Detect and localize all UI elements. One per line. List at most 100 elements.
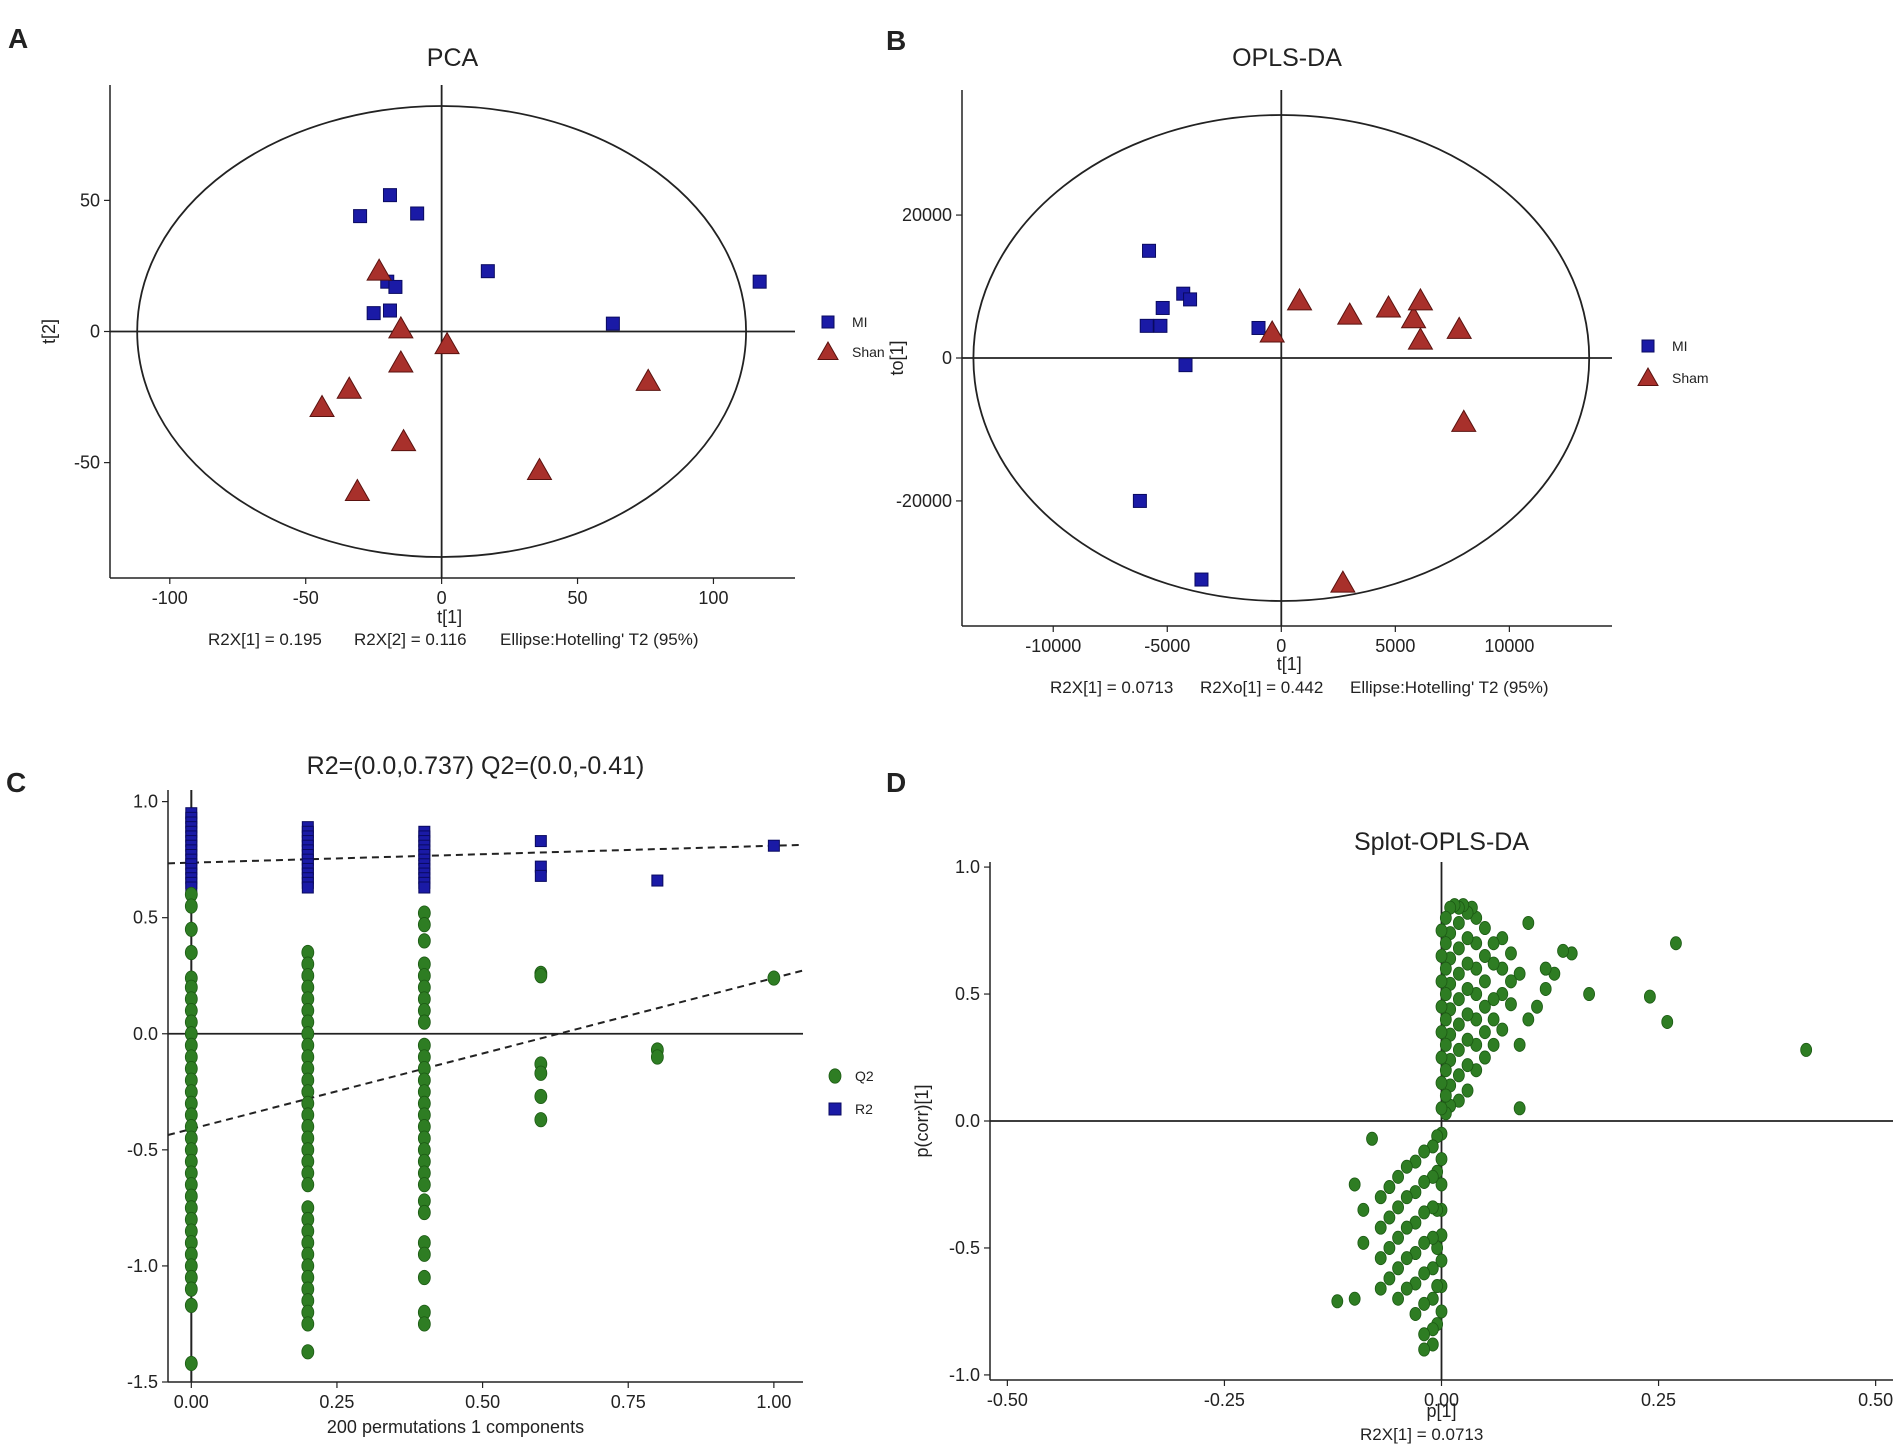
chart-title: R2=(0.0,0.737) Q2=(0.0,-0.41) [307,752,645,780]
footnote: R2X[1] = 0.195 [208,630,322,649]
legend-label: MI [1672,338,1688,354]
data-point-mi [1194,572,1209,587]
data-point-variables [1383,1180,1396,1195]
data-point-variables [1392,1261,1404,1276]
data-point-variables [1374,1190,1387,1205]
data-point-variables [1487,936,1500,951]
legend-marker-sham [1637,366,1659,386]
data-point-variables [1505,946,1517,961]
data-point-q2 [301,1316,315,1332]
data-point-sham [1330,570,1356,593]
legend-marker-q2 [828,1068,842,1084]
data-point-variables [1435,1075,1448,1090]
chart-title: Splot-OPLS-DA [1354,828,1529,856]
legend: MI Shan [817,314,885,360]
x-tick-label: 0.75 [611,1392,646,1412]
x-tick-label: -100 [152,588,188,608]
x-tick-label: 100 [698,588,728,608]
x-tick-label: -50 [293,588,319,608]
data-point-variables [1409,1306,1422,1321]
data-point-variables [1439,987,1452,1002]
panel-letter: D [886,767,906,798]
data-point-variables [1418,1342,1431,1357]
y-tick-label: -50 [74,453,100,473]
y-tick-label: 20000 [902,205,952,225]
y-tick-label: -0.5 [127,1140,158,1160]
data-point-shan [526,457,553,480]
data-point-mi [1178,358,1193,373]
data-point-shan [387,349,414,373]
data-point-variables [1461,1007,1474,1022]
data-point-sham [1259,319,1286,343]
data-point-variables [1435,1177,1448,1192]
y-tick-label: 0 [942,348,952,368]
x-tick-label: -0.50 [987,1390,1028,1410]
data-point-variables [1357,1235,1370,1250]
data-point-variables [1583,987,1596,1002]
data-point-variables [1452,966,1465,981]
data-point-variables [1400,1251,1413,1266]
data-point-mi [388,279,403,294]
data-point-mi [480,264,495,279]
panel-D: D Splot-OPLS-DA -0.50 -0.25 0.00 0.25 0.50 -1.0… [886,767,1893,1444]
data-point-variables [1487,956,1500,971]
data-point-variables [1392,1230,1404,1245]
data-point-variables [1439,1037,1452,1052]
data-point-variables [1392,1291,1404,1306]
data-point-shan [434,331,460,355]
x-tick-label: 0.00 [1424,1390,1459,1410]
data-point-variables [1487,1012,1500,1027]
data-point-shan [309,394,335,418]
x-tick-label: -10000 [1025,636,1081,656]
data-point-variables [1487,1037,1500,1052]
data-point-variables [1431,1279,1444,1294]
data-point-shan [387,315,414,339]
data-point-q2 [417,1177,431,1193]
data-point-q2 [184,1355,198,1372]
data-point-variables [1439,1088,1452,1103]
x-tick-label: 10000 [1484,636,1534,656]
data-point-q2 [417,1014,431,1030]
data-point-variables [1479,974,1491,989]
data-point-variables [1439,1063,1452,1078]
y-axis-label: t[2] [39,319,59,344]
data-point-variables [1374,1220,1387,1235]
data-point-variables [1479,921,1491,936]
footnote: Ellipse:Hotelling' T2 (95%) [500,630,699,649]
hotelling-ellipse [972,114,1591,602]
data-point-variables [1479,1025,1491,1040]
data-point-shan [390,428,417,452]
data-point-variables [1418,1327,1431,1342]
data-point-variables [1452,1042,1465,1057]
data-point-variables [1452,1068,1465,1083]
legend-marker-mi [821,315,835,329]
data-point-shan [344,478,371,501]
data-point-variables [1435,1152,1448,1167]
y-tick-label: 1.0 [955,857,980,877]
data-point-variables [1452,941,1465,956]
data-point-variables [1418,1174,1431,1189]
data-point-variables [1435,999,1448,1014]
y-tick-label: -1.0 [127,1256,158,1276]
data-point-variables [1435,1304,1448,1319]
x-tick-label: 0.00 [174,1392,209,1412]
data-point-variables [1418,1296,1431,1311]
legend-marker-shan [817,340,839,360]
panel-letter: A [8,23,28,54]
data-point-variables [1513,966,1526,981]
x-axis-label: 200 permutations 1 components [327,1417,584,1437]
data-point-variables [1670,936,1682,951]
data-point-variables [1439,936,1452,951]
data-point-variables [1400,1159,1413,1174]
y-tick-label: -1.5 [127,1372,158,1392]
data-point-variables [1439,1012,1452,1027]
y-tick-label: 0.0 [955,1111,980,1131]
y-axis-label: p(corr)[1] [912,1084,932,1157]
footnote: Ellipse:Hotelling' T2 (95%) [1350,678,1549,697]
legend-label: Q2 [855,1068,874,1084]
y-tick-label: 0.5 [955,984,980,1004]
data-point-variables [1505,997,1517,1012]
data-point-variables [1513,1037,1526,1052]
data-point-mi [1142,243,1157,258]
